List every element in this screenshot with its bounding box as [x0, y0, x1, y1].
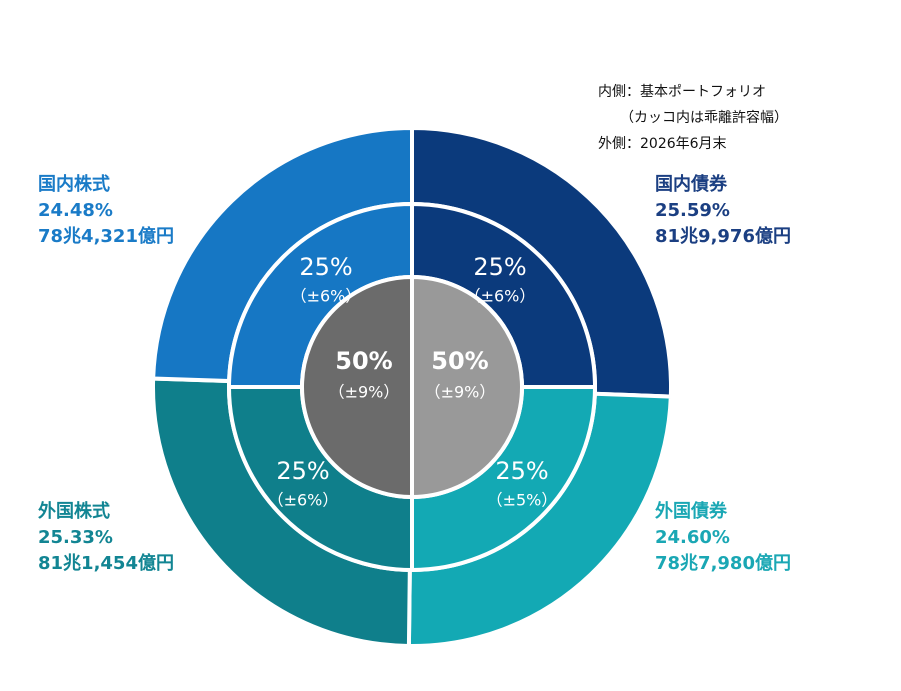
inner-value-label: 50% [335, 347, 392, 375]
outer-value-label: 25.33% [38, 527, 113, 548]
outer-value-label: 25.59% [655, 200, 730, 221]
inner-band: （±9%） [329, 383, 400, 402]
inner-segment [410, 274, 524, 500]
outer-amount: 81兆9,976億円 [655, 225, 791, 247]
outer-amount: 78兆7,980億円 [655, 552, 791, 574]
outer-amount: 81兆1,454億円 [38, 552, 174, 574]
middle-value-label: 25% [495, 457, 548, 485]
inner-segment [300, 274, 414, 500]
outer-label: 国内株式 [38, 173, 110, 195]
middle-value-label: 25% [276, 457, 329, 485]
outer-amount: 78兆4,321億円 [38, 225, 174, 247]
outer-value-label: 24.60% [655, 527, 730, 548]
note: 外側：2026年6月末 [598, 136, 727, 152]
middle-value-label: 25% [473, 253, 526, 281]
outer-value-label: 24.48% [38, 200, 113, 221]
middle-band: （±6%） [465, 287, 536, 306]
outer-label: 外国債券 [655, 500, 728, 522]
inner-band: （±9%） [425, 383, 496, 402]
inner-value-label: 50% [431, 347, 488, 375]
middle-band: （±6%） [268, 491, 339, 510]
middle-value-label: 25% [299, 253, 352, 281]
note: 内側：基本ポートフォリオ [598, 83, 766, 100]
middle-band: （±5%） [487, 491, 558, 510]
note: （カッコ内は乖離許容幅） [620, 109, 788, 126]
outer-label: 国内債券 [655, 173, 728, 195]
outer-label: 外国株式 [38, 500, 110, 522]
middle-band: （±6%） [291, 287, 362, 306]
